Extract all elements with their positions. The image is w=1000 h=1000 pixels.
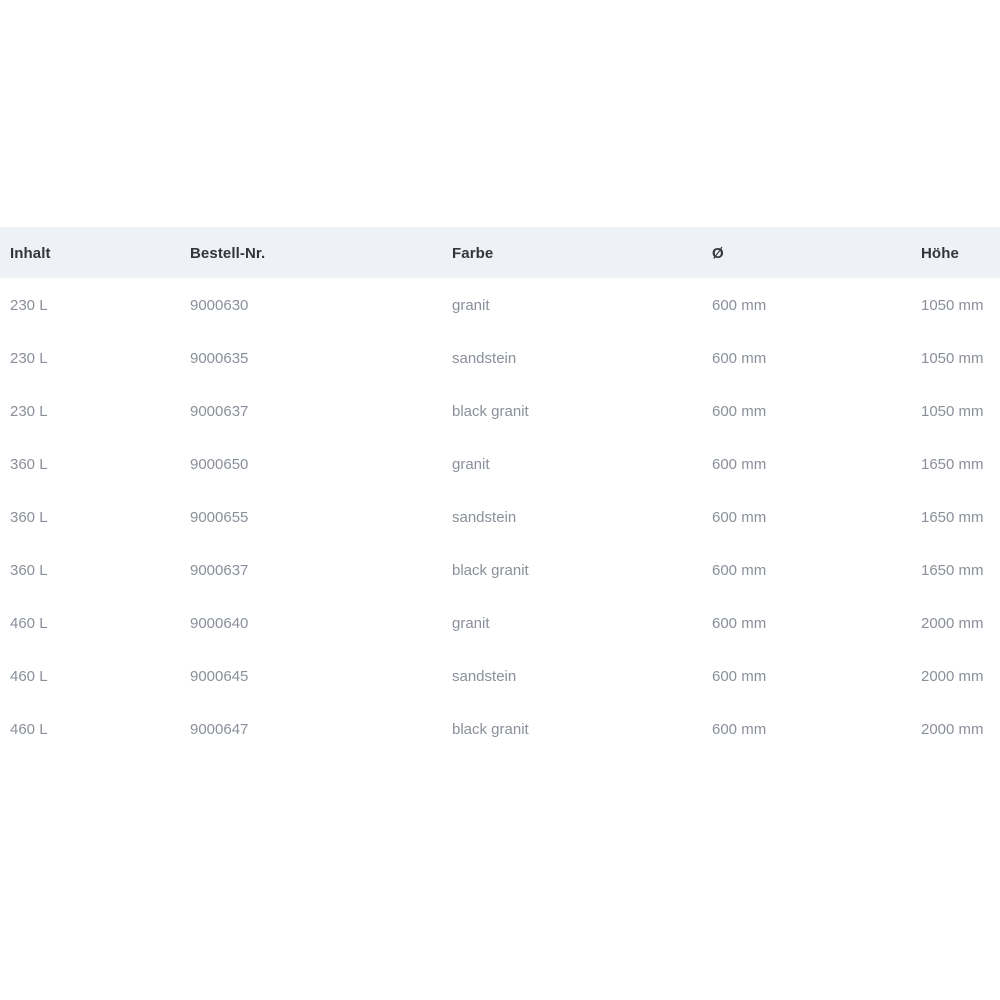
table-cell-farbe: sandstein bbox=[442, 491, 702, 544]
table-cell-hoehe: 1650 mm bbox=[911, 491, 1000, 544]
page-top-whitespace bbox=[0, 0, 1000, 227]
table-cell-farbe: sandstein bbox=[442, 650, 702, 703]
table-cell-bestell: 9000630 bbox=[180, 278, 442, 332]
table-cell-inhalt: 460 L bbox=[0, 597, 180, 650]
table-cell-farbe: granit bbox=[442, 278, 702, 332]
table-cell-bestell: 9000645 bbox=[180, 650, 442, 703]
table-row: 360 L 9000655 sandstein 600 mm 1650 mm bbox=[0, 491, 1000, 544]
table-body: 230 L 9000630 granit 600 mm 1050 mm 230 L 9000… bbox=[0, 278, 1000, 756]
table-row: 360 L 9000637 black granit 600 mm 1650 mm bbox=[0, 544, 1000, 597]
table-cell-hoehe: 1050 mm bbox=[911, 332, 1000, 385]
table-cell-durchm: 600 mm bbox=[702, 332, 911, 385]
table-cell-durchm: 600 mm bbox=[702, 597, 911, 650]
table-cell-durchm: 600 mm bbox=[702, 650, 911, 703]
table-cell-hoehe: 2000 mm bbox=[911, 703, 1000, 756]
table-cell-inhalt: 360 L bbox=[0, 491, 180, 544]
table-cell-farbe: sandstein bbox=[442, 332, 702, 385]
column-header-inhalt[interactable]: Inhalt bbox=[10, 244, 51, 262]
table-cell-durchm: 600 mm bbox=[702, 438, 911, 491]
table-cell-hoehe: 2000 mm bbox=[911, 650, 1000, 703]
table-cell-farbe: granit bbox=[442, 438, 702, 491]
table-cell-bestell: 9000637 bbox=[180, 385, 442, 438]
table-cell-inhalt: 460 L bbox=[0, 703, 180, 756]
table-cell-bestell: 9000647 bbox=[180, 703, 442, 756]
table-cell-bestell: 9000650 bbox=[180, 438, 442, 491]
table-header-row: Inhalt Bestell-Nr. Farbe Ø Höhe bbox=[0, 227, 1000, 278]
table-cell-bestell: 9000640 bbox=[180, 597, 442, 650]
table-row: 230 L 9000630 granit 600 mm 1050 mm bbox=[0, 278, 1000, 332]
table-cell-durchm: 600 mm bbox=[702, 703, 911, 756]
table-row: 460 L 9000640 granit 600 mm 2000 mm bbox=[0, 597, 1000, 650]
column-header-bestell-nr[interactable]: Bestell-Nr. bbox=[190, 244, 266, 262]
table-cell-hoehe: 1650 mm bbox=[911, 544, 1000, 597]
table-row: 360 L 9000650 granit 600 mm 1650 mm bbox=[0, 438, 1000, 491]
table-cell-hoehe: 1050 mm bbox=[911, 385, 1000, 438]
table-row: 460 L 9000647 black granit 600 mm 2000 mm bbox=[0, 703, 1000, 756]
table-cell-inhalt: 230 L bbox=[0, 385, 180, 438]
table-cell-inhalt: 360 L bbox=[0, 544, 180, 597]
table-cell-durchm: 600 mm bbox=[702, 491, 911, 544]
table-cell-bestell: 9000637 bbox=[180, 544, 442, 597]
table-row: 230 L 9000637 black granit 600 mm 1050 mm bbox=[0, 385, 1000, 438]
table-cell-hoehe: 1650 mm bbox=[911, 438, 1000, 491]
table-row: 460 L 9000645 sandstein 600 mm 2000 mm bbox=[0, 650, 1000, 703]
column-header-farbe[interactable]: Farbe bbox=[452, 244, 494, 262]
table-cell-inhalt: 230 L bbox=[0, 278, 180, 332]
table-cell-bestell: 9000655 bbox=[180, 491, 442, 544]
table-header: Inhalt Bestell-Nr. Farbe Ø Höhe bbox=[0, 227, 1000, 278]
product-specification-table: Inhalt Bestell-Nr. Farbe Ø Höhe 230 L 900… bbox=[0, 227, 1000, 756]
table-row: 230 L 9000635 sandstein 600 mm 1050 mm bbox=[0, 332, 1000, 385]
column-header-hoehe[interactable]: Höhe bbox=[921, 244, 959, 262]
table-cell-inhalt: 230 L bbox=[0, 332, 180, 385]
table-cell-farbe: black granit bbox=[442, 544, 702, 597]
table-cell-inhalt: 360 L bbox=[0, 438, 180, 491]
table-cell-durchm: 600 mm bbox=[702, 544, 911, 597]
table-cell-farbe: black granit bbox=[442, 385, 702, 438]
table-cell-bestell: 9000635 bbox=[180, 332, 442, 385]
table-cell-farbe: granit bbox=[442, 597, 702, 650]
table-cell-durchm: 600 mm bbox=[702, 385, 911, 438]
table-cell-farbe: black granit bbox=[442, 703, 702, 756]
table-cell-inhalt: 460 L bbox=[0, 650, 180, 703]
table-cell-hoehe: 2000 mm bbox=[911, 597, 1000, 650]
table-cell-hoehe: 1050 mm bbox=[911, 278, 1000, 332]
table-cell-durchm: 600 mm bbox=[702, 278, 911, 332]
column-header-durchmesser[interactable]: Ø bbox=[712, 244, 724, 262]
